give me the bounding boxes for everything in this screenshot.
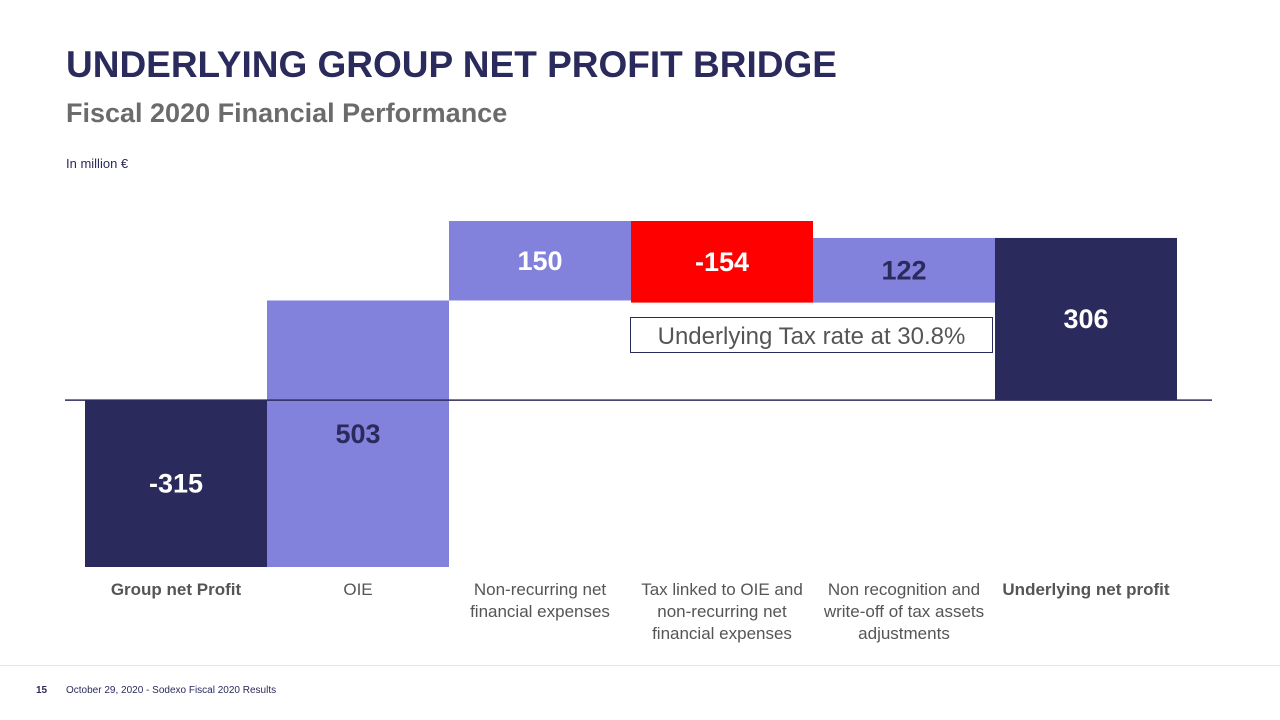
category-label: Tax linked to OIE and non-recurring net … xyxy=(641,580,803,643)
category-label: Underlying net profit xyxy=(1002,580,1170,599)
bar xyxy=(85,400,267,567)
category-label: Non recognition and write-off of tax ass… xyxy=(823,580,985,643)
bar xyxy=(449,221,631,301)
bar xyxy=(267,300,449,567)
title: UNDERLYING GROUP NET PROFIT BRIDGE xyxy=(66,44,837,85)
category-label: OIE xyxy=(343,580,373,599)
data-label: 122 xyxy=(881,255,926,285)
bar xyxy=(631,221,813,303)
footer-line xyxy=(0,665,1280,666)
footer-text: October 29, 2020 - Sodexo Fiscal 2020 Re… xyxy=(66,685,277,696)
subtitle: Fiscal 2020 Financial Performance xyxy=(66,98,508,128)
category-label: Non-recurring net financial expenses xyxy=(470,580,610,621)
data-label: 150 xyxy=(517,246,562,276)
data-label: 306 xyxy=(1063,304,1108,334)
data-label: -154 xyxy=(695,247,749,277)
bar xyxy=(995,237,1177,401)
data-label: 503 xyxy=(335,419,380,449)
annotation: Underlying Tax rate at 30.8% xyxy=(630,317,993,353)
category-label: Group net Profit xyxy=(110,580,242,599)
unit-label: In million € xyxy=(66,156,129,171)
page-number: 15 xyxy=(36,685,48,696)
data-label: -315 xyxy=(149,469,203,499)
bar xyxy=(813,237,995,303)
